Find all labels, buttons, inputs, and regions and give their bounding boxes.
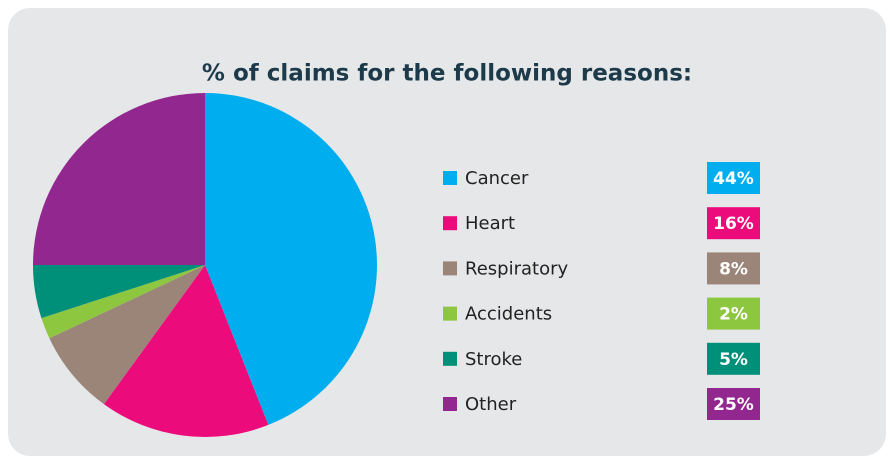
legend-label: Other: [465, 394, 517, 415]
legend-label: Cancer: [465, 168, 529, 189]
value-label: 5%: [719, 350, 748, 370]
value-box: [707, 162, 760, 194]
legend-label: Stroke: [465, 349, 522, 370]
value-label: 2%: [719, 305, 748, 325]
pie-slice: [33, 265, 205, 319]
pie-slice: [103, 265, 269, 437]
value-label: 25%: [713, 395, 754, 415]
legend-label: Respiratory: [465, 258, 568, 279]
value-box: [707, 252, 760, 285]
legend-swatch: [443, 171, 457, 185]
legend-swatch: [443, 216, 457, 231]
chart-title: % of claims for the following reasons:: [202, 61, 692, 87]
value-box: [707, 297, 760, 330]
legend-label: Accidents: [465, 304, 552, 325]
pie-slice: [205, 93, 378, 425]
value-label: 44%: [713, 169, 754, 189]
legend-swatch: [443, 306, 457, 321]
value-box: [707, 207, 760, 240]
legend-swatch: [443, 261, 457, 276]
pie-slice: [33, 93, 205, 265]
value-label: 8%: [719, 259, 748, 279]
legend-swatch: [443, 351, 457, 366]
value-label: 16%: [713, 214, 754, 234]
value-box: [707, 388, 760, 420]
value-box: [707, 342, 760, 375]
legend-label: Heart: [465, 213, 515, 234]
pie-slice: [49, 265, 205, 405]
pie-slice: [41, 265, 206, 339]
legend-swatch: [443, 397, 457, 411]
